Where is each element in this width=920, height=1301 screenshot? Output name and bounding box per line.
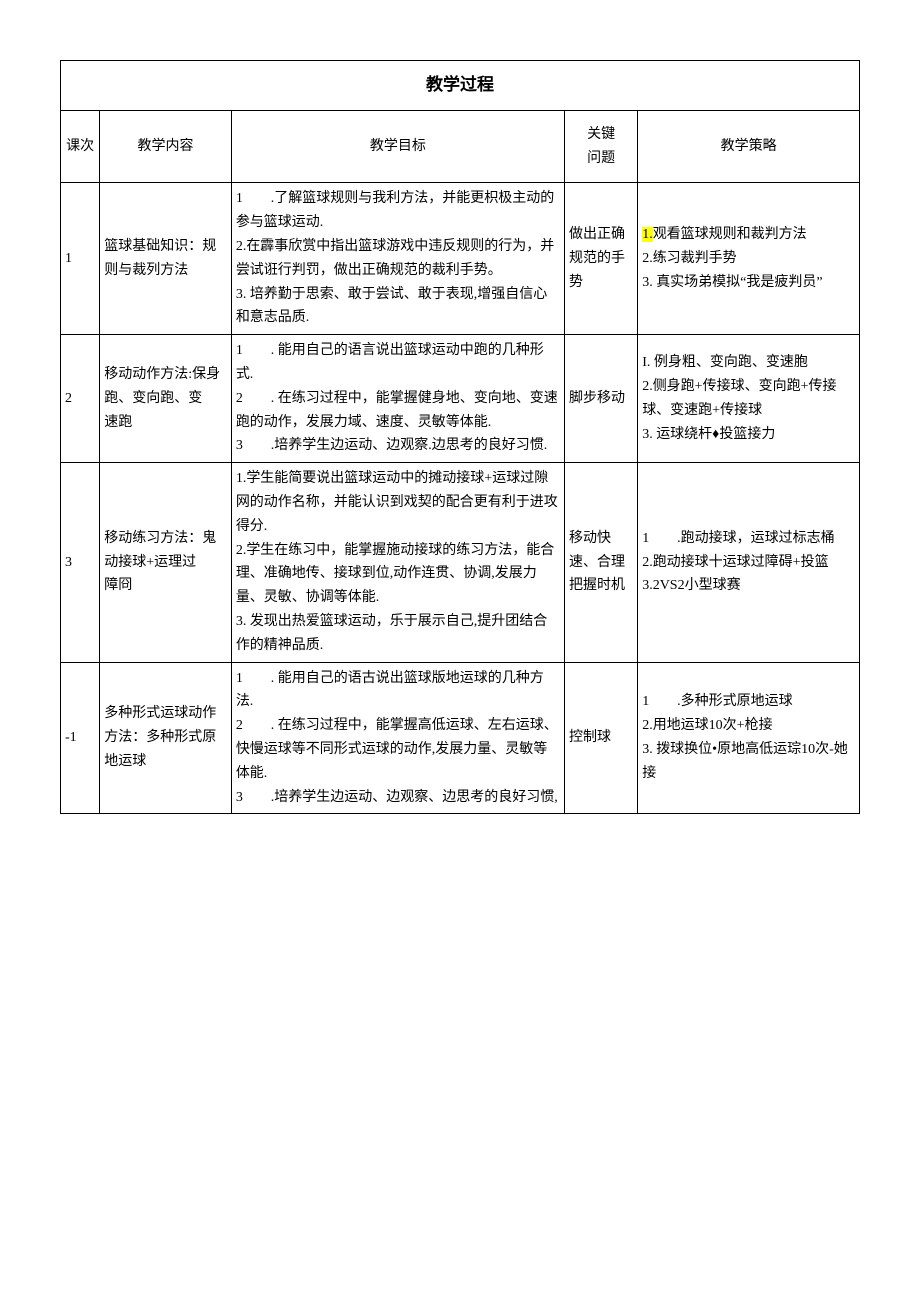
strategy-rest: 观看篮球规则和裁判方法 2.练习裁判手势 3. 真实场弟模拟“我是疲判员” xyxy=(642,227,822,290)
cell-num: 3 xyxy=(61,463,100,662)
cell-goal: 1 . 能用自己的语言说出篮球运动中跑的几种形式. 2 . 在练习过程中，能掌握… xyxy=(231,335,564,463)
header-strategy: 教学策略 xyxy=(638,110,860,183)
table-title: 教学过程 xyxy=(61,61,860,111)
highlight-text: 1. xyxy=(642,227,653,242)
cell-strategy: I. 例身粗、变向跑、变速胞 2.侧身跑+传接球、变向跑+传接球、变速跑+传接球… xyxy=(638,335,860,463)
cell-content: 移动动作方法:保身跑、变向跑、变 速跑 xyxy=(100,335,232,463)
table-row: -1 多种形式运球动作方法：多种形式原地运球 1 . 能用自己的语古说出篮球版地… xyxy=(61,662,860,814)
table-row: 1 篮球基础知识：规则与裁列方法 1 .了解篮球规则与我利方法，并能更枳极主动的… xyxy=(61,183,860,335)
cell-key: 做出正确规范的手势 xyxy=(564,183,637,335)
cell-content: 移动练习方法：鬼动接球+运理过 障冏 xyxy=(100,463,232,662)
cell-goal: 1.学生能简要说出篮球运动中的摊动接球+运球过隙网的动作名称，并能认识到戏契的配… xyxy=(231,463,564,662)
cell-num: 1 xyxy=(61,183,100,335)
header-num: 课次 xyxy=(61,110,100,183)
header-content: 教学内容 xyxy=(100,110,232,183)
cell-key: 控制球 xyxy=(564,662,637,814)
cell-goal: 1 .了解篮球规则与我利方法，并能更枳极主动的参与篮球运动. 2.在霹事欣赏中指… xyxy=(231,183,564,335)
cell-num: 2 xyxy=(61,335,100,463)
header-goal: 教学目标 xyxy=(231,110,564,183)
table-row: 2 移动动作方法:保身跑、变向跑、变 速跑 1 . 能用自己的语言说出篮球运动中… xyxy=(61,335,860,463)
cell-content: 多种形式运球动作方法：多种形式原地运球 xyxy=(100,662,232,814)
cell-strategy: 1.观看篮球规则和裁判方法 2.练习裁判手势 3. 真实场弟模拟“我是疲判员” xyxy=(638,183,860,335)
cell-num: -1 xyxy=(61,662,100,814)
table-row: 3 移动练习方法：鬼动接球+运理过 障冏 1.学生能简要说出篮球运动中的摊动接球… xyxy=(61,463,860,662)
header-key: 关键 问题 xyxy=(564,110,637,183)
cell-content: 篮球基础知识：规则与裁列方法 xyxy=(100,183,232,335)
cell-goal: 1 . 能用自己的语古说出篮球版地运球的几种方法. 2 . 在练习过程中，能掌握… xyxy=(231,662,564,814)
table-title-row: 教学过程 xyxy=(61,61,860,111)
page-container: 教学过程 课次 教学内容 教学目标 关键 问题 教学策略 1 篮球基础知识：规则… xyxy=(60,60,860,814)
cell-strategy: 1 .跑动接球，运球过标志桶 2.跑动接球十运球过障碍+投篮 3.2VS2小型球… xyxy=(638,463,860,662)
teaching-process-table: 教学过程 课次 教学内容 教学目标 关键 问题 教学策略 1 篮球基础知识：规则… xyxy=(60,60,860,814)
cell-key: 脚步移动 xyxy=(564,335,637,463)
table-header-row: 课次 教学内容 教学目标 关键 问题 教学策略 xyxy=(61,110,860,183)
cell-key: 移动快速、合理把握时机 xyxy=(564,463,637,662)
cell-strategy: 1 .多种形式原地运球 2.用地运球10次+枪接 3. 拨球换位•原地高低运琮1… xyxy=(638,662,860,814)
